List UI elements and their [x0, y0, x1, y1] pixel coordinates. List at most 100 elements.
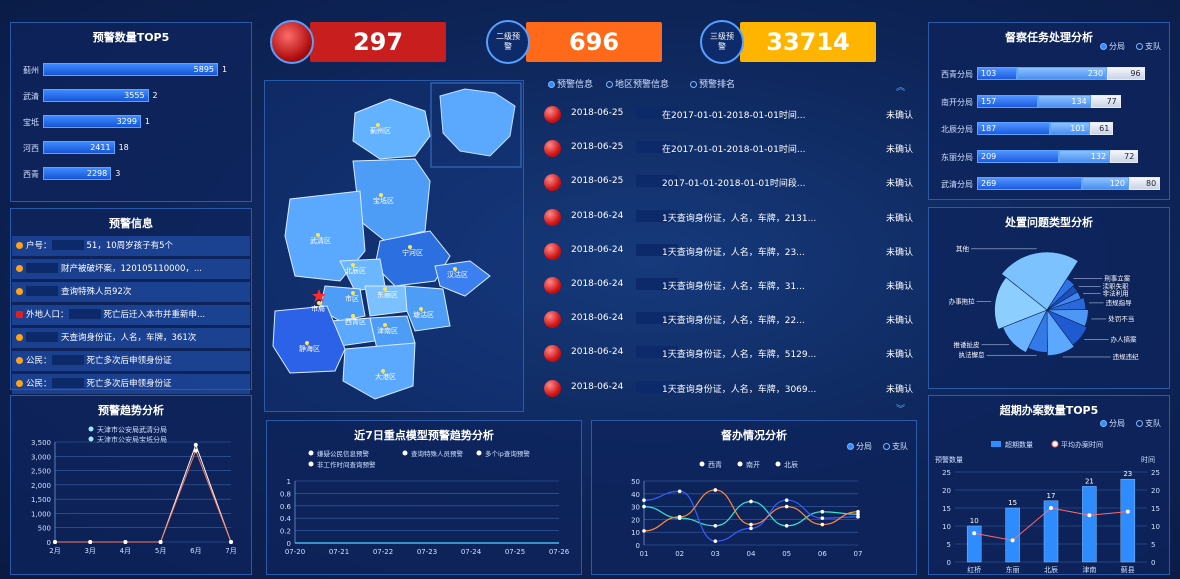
task-row-name: 南开分局 [941, 97, 973, 107]
alert-tab[interactable]: 预警排名 [690, 77, 735, 90]
alert-info-row[interactable]: 公民： 死亡多次后申领身份证 [12, 351, 250, 371]
supervise-point [784, 504, 789, 509]
top5-bar[interactable]: 3555 [43, 89, 149, 102]
top5-bar[interactable]: 2411 [43, 141, 115, 154]
alert-info-row[interactable]: 外地人口： 死亡后迁入本市并重新申... [12, 305, 250, 325]
alert-date: 2018-06-24 [571, 279, 624, 289]
alert-tab[interactable]: 预警信息 [548, 77, 593, 90]
alert-tab[interactable]: 地区预警信息 [606, 77, 669, 90]
task-bar-segment-a[interactable]: 269 [977, 177, 1083, 190]
overdue-bar[interactable] [1082, 486, 1097, 563]
alert-info-row[interactable]: 户号： 51，10周岁孩子有5个 [12, 236, 250, 256]
district-marker-dot [383, 323, 387, 327]
task-bar-segment-a[interactable]: 209 [977, 149, 1059, 163]
alert-info-row[interactable]: 财产被破坏案，120105110000，... [12, 259, 250, 279]
task-radio-unit[interactable]: 支队 [1136, 41, 1161, 52]
task-bar-segment-a[interactable]: 157 [977, 94, 1039, 108]
redacted-block [26, 263, 58, 273]
supervise-radio-branch[interactable]: 分局 [847, 441, 872, 452]
district-wuqing[interactable] [284, 190, 366, 282]
alert-list-item[interactable]: 2018-06-25 2017-01-01-2018-01-01时间段... 未确认 [540, 170, 920, 194]
top5-bar[interactable]: 3299 [43, 115, 141, 128]
task-bar-segment-a[interactable]: 103 [977, 67, 1018, 80]
scroll-down-icon[interactable]: ︾ [896, 405, 906, 415]
alert-list-item[interactable]: 2018-06-24 1天查询身份证，人名，车牌，22... 未确认 [540, 307, 920, 331]
alert-list-item[interactable]: 2018-06-24 1天查询身份证，人名，车牌，2131... 未确认 [540, 205, 920, 229]
alert-list-item[interactable]: 2018-06-25 在2017-01-01-2018-01-01时间... 未确认 [540, 136, 920, 160]
district-tanggu[interactable] [404, 285, 451, 332]
alert-list-item[interactable]: 2018-06-24 1天查询身份证，人名，车牌，3069... 未确认 [540, 376, 920, 400]
top5-panel: 预警数量TOP5 蓟州 5895 1 武清 3555 2 宝坻 3299 1 河西 2411 18 西青… [10, 22, 252, 202]
overdue-bar[interactable] [1043, 500, 1059, 563]
task-bar-segment-c[interactable]: 80 [1128, 177, 1161, 190]
inset-district[interactable] [439, 88, 516, 157]
task-value-c: 77 [1106, 96, 1117, 106]
alert-info-row[interactable]: 天查询身份证，人名，车牌，361次 [12, 328, 250, 348]
pie-slice[interactable] [1001, 251, 1079, 311]
trend-point [229, 540, 233, 544]
task-radio-branch[interactable]: 分局 [1100, 41, 1125, 52]
task-bar-segment-b[interactable]: 101 [1050, 122, 1090, 135]
overdue-radio-branch[interactable]: 分局 [1100, 418, 1125, 429]
district-jinghai[interactable] [272, 305, 346, 374]
task-bar-segment-a[interactable]: 187 [977, 122, 1051, 135]
alert-date: 2018-06-25 [571, 108, 624, 118]
alert-list-item[interactable]: 2018-06-24 1天查询身份证，人名，车牌，31... 未确认 [540, 273, 920, 297]
y-tick-label: 2,500 [31, 468, 51, 476]
task-bar-segment-b[interactable]: 120 [1082, 177, 1129, 190]
alert-list-item[interactable]: 2018-06-25 在2017-01-01-2018-01-01时间... 未确认 [540, 102, 920, 126]
task-value-c: 72 [1124, 151, 1135, 161]
district-label: 市局 [311, 304, 325, 313]
trend-point [158, 540, 163, 544]
top5-bar[interactable]: 5895 [43, 63, 218, 76]
legend-bar-icon [991, 441, 1001, 447]
supervise-point [784, 498, 789, 502]
alert-ball-icon [544, 174, 561, 192]
alert-info-row[interactable]: 查询特殊人员92次 [12, 282, 250, 302]
pie-slice[interactable] [994, 276, 1048, 330]
stat-level1-value: 297 [310, 22, 446, 62]
issue-type-title: 处置问题类型分析 [1005, 216, 1093, 229]
district-jizhou[interactable] [352, 98, 431, 160]
y-tick-label: 3,000 [31, 453, 51, 461]
overdue-bar[interactable] [1005, 507, 1020, 563]
alert-list-item[interactable]: 2018-06-24 1天查询身份证，人名，车牌，23... 未确认 [540, 239, 920, 263]
task-bar-segment-b[interactable]: 132 [1058, 149, 1111, 163]
pie-slice[interactable] [1046, 278, 1075, 311]
top5-item-name: 宝坻 [23, 118, 39, 127]
pie-label: 处罚不当 [1108, 314, 1134, 323]
task-bar-segment-c[interactable]: 77 [1090, 94, 1121, 108]
task-bar-segment-c[interactable]: 72 [1110, 149, 1139, 163]
legend-dot-icon [476, 450, 482, 456]
overdue-avg-point [1125, 509, 1130, 514]
overdue-bar[interactable] [966, 525, 982, 563]
y-tick-label: 1 [287, 478, 291, 486]
y-tick-label: 20 [631, 516, 640, 524]
district-marker-dot [419, 307, 423, 311]
scroll-up-icon[interactable]: ︽ [896, 83, 906, 93]
district-label: 东丽区 [377, 290, 398, 299]
district-marker-dot [381, 369, 385, 373]
district-hangu[interactable] [434, 260, 491, 297]
alert-list-item[interactable]: 2018-06-24 1天查询身份证，人名，车牌，5129... 未确认 [540, 341, 920, 365]
district-marker-dot [376, 123, 380, 127]
task-bar-segment-b[interactable]: 134 [1038, 94, 1091, 108]
task-value-a: 103 [981, 69, 997, 78]
alert-info-row[interactable]: 公民： 死亡多次后申领身份证 [12, 374, 250, 394]
alert-tab-label: 预警信息 [557, 80, 594, 90]
task-bar-segment-c[interactable]: 61 [1089, 122, 1114, 135]
district-marker-dot [305, 341, 309, 345]
y-tick-label: 0 [287, 540, 291, 548]
y-tick-label: 1,500 [31, 496, 51, 504]
supervise-radio-unit[interactable]: 支队 [883, 441, 908, 452]
overdue-radio-unit[interactable]: 支队 [1136, 418, 1161, 429]
task-bar-segment-c[interactable]: 96 [1107, 67, 1145, 80]
alert-info-text: 死亡多次后申领身份证 [86, 379, 172, 389]
top5-bar[interactable]: 2298 [43, 167, 112, 180]
supervise-panel: 督办情况分析 分局 支队 西青 南开 北辰 0 10 20 30 40 50 01 02 03 04 05… [591, 420, 917, 575]
pie-label: 办事拖拉 [949, 297, 976, 306]
pie-slice[interactable] [1046, 309, 1075, 356]
district-dagang[interactable] [342, 342, 416, 400]
task-bar-segment-b[interactable]: 230 [1017, 67, 1108, 80]
overdue-bar[interactable] [1120, 478, 1136, 563]
